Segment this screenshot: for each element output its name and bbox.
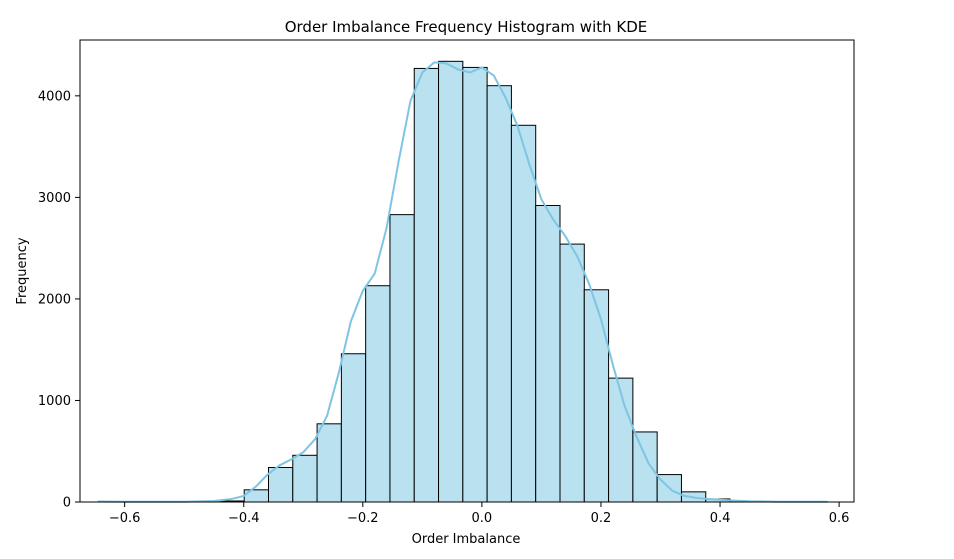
x-tick-label: −0.2 [347,511,379,526]
bars-layer [97,60,828,503]
histogram-bar [559,243,585,503]
histogram-bar [438,60,464,503]
x-axis: −0.6 −0.4 −0.2 0.0 0.2 0.4 0.6 [109,502,850,526]
histogram-bar [632,431,658,503]
x-tick-label: −0.4 [228,511,260,526]
histogram-bar [389,214,415,503]
histogram-bar [292,454,318,503]
histogram-bar [462,66,488,503]
histogram-bar [510,124,537,503]
x-tick-label: 0.0 [472,511,493,526]
x-tick-label: 0.4 [710,511,731,526]
histogram-bar [365,285,391,503]
histogram-bar [608,377,634,503]
y-tick-label: 3000 [38,191,71,206]
y-tick-label: 4000 [38,89,71,104]
kde-line [97,61,829,503]
y-tick-label: 0 [63,496,71,511]
histogram-bar [486,85,512,503]
histogram-bar [535,205,561,503]
histogram-bar [413,67,440,503]
x-tick-label: 0.6 [829,511,850,526]
histogram-bar [316,423,342,503]
y-axis-label: Frequency [15,237,30,304]
x-axis-label: Order Imbalance [412,532,521,547]
x-tick-label: −0.6 [109,511,141,526]
plot-frame [79,39,855,503]
x-tick-label: 0.2 [591,511,612,526]
histogram-bar [267,466,294,503]
kde-layer [97,61,829,503]
y-tick-label: 1000 [38,394,71,409]
chart-title: Order Imbalance Frequency Histogram with… [285,18,648,36]
histogram-bar [583,289,610,503]
histogram-bar [340,353,367,503]
y-tick-label: 2000 [38,292,71,307]
y-axis: 0 1000 2000 3000 4000 [38,89,80,511]
